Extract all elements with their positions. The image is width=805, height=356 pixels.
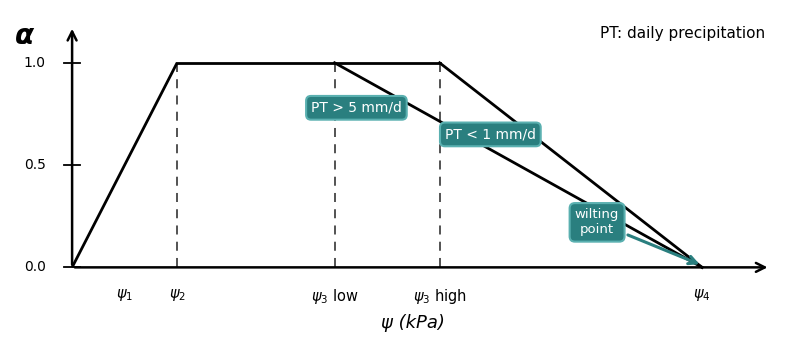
Text: α: α (15, 22, 35, 50)
Text: 0.5: 0.5 (24, 158, 46, 172)
Text: 1.0: 1.0 (24, 56, 46, 70)
Text: wilting
point: wilting point (575, 208, 696, 264)
Text: $\psi_4$: $\psi_4$ (693, 287, 711, 303)
Text: PT < 1 mm/d: PT < 1 mm/d (445, 127, 536, 141)
Text: $\psi_3$ high: $\psi_3$ high (413, 287, 467, 306)
Text: PT > 5 mm/d: PT > 5 mm/d (311, 101, 402, 115)
Text: $\psi_2$: $\psi_2$ (168, 287, 186, 303)
Text: $\psi_3$ low: $\psi_3$ low (311, 287, 358, 306)
Text: ψ (kPa): ψ (kPa) (382, 314, 445, 331)
Text: 0.0: 0.0 (24, 260, 46, 274)
Text: $\psi_1$: $\psi_1$ (116, 287, 133, 303)
Text: PT: daily precipitation: PT: daily precipitation (600, 26, 765, 41)
